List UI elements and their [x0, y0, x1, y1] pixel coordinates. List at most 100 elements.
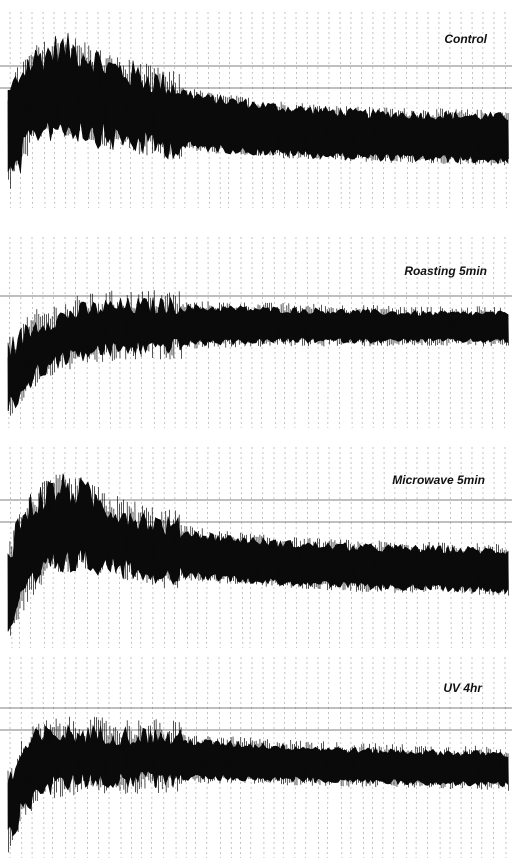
signal-spike [463, 310, 465, 343]
signal-spike [421, 745, 423, 786]
signal-spike [213, 96, 215, 153]
signal-spike [459, 753, 461, 786]
signal-spike [344, 749, 346, 781]
signal-spike [209, 532, 211, 581]
grid-line-vertical [437, 11, 440, 209]
signal-spike [398, 309, 400, 345]
signal-spike [357, 313, 359, 342]
signal-spike [80, 47, 82, 123]
signal-spike [209, 305, 211, 343]
signal-spike [51, 316, 54, 376]
signal-spike [203, 536, 206, 580]
signal-spike [211, 740, 213, 782]
signal-spike [224, 533, 227, 577]
signal-spike [305, 111, 307, 157]
signal-spike [373, 746, 375, 782]
signal-spike [90, 719, 92, 786]
signal-spike [67, 485, 69, 572]
signal-spike [249, 106, 252, 153]
signal-spike [198, 306, 200, 345]
signal-spike [301, 103, 304, 154]
signal-spike [492, 314, 494, 344]
signal-spike [17, 524, 19, 620]
signal-spike [113, 304, 115, 360]
signal-spike [48, 51, 50, 124]
signal-spike [455, 109, 457, 159]
signal-spike [180, 306, 182, 359]
signal-spike [123, 305, 125, 347]
signal-spike [201, 301, 204, 347]
signal-spike [424, 312, 427, 343]
signal-spike [251, 740, 254, 780]
signal-spike [276, 106, 279, 153]
signal-spike [115, 514, 117, 574]
signal-spike [78, 45, 81, 131]
signal-spike [434, 312, 436, 346]
signal-spike [167, 81, 169, 158]
signal-spike [51, 727, 54, 785]
signal-spike [184, 92, 186, 148]
signal-spike [113, 72, 115, 136]
signal-spike [271, 746, 273, 780]
signal-spike [413, 111, 415, 160]
signal-spike [7, 357, 9, 412]
signal-spike [196, 531, 198, 577]
signal-spike [498, 754, 500, 789]
signal-spike [299, 109, 302, 158]
signal-spike [471, 547, 473, 594]
signal-spike [307, 741, 309, 782]
signal-spike [265, 302, 267, 344]
signal-spike [501, 548, 504, 592]
signal-spike [357, 106, 359, 158]
signal-spike [417, 310, 419, 344]
signal-spike [144, 510, 146, 569]
signal-spike [330, 113, 332, 155]
signal-spike [496, 113, 498, 162]
signal-spike [374, 544, 377, 590]
signal-spike [84, 735, 86, 781]
signal-spike [507, 753, 509, 791]
signal-spike [353, 745, 356, 782]
signal-spike [409, 313, 411, 342]
signal-spike [436, 314, 438, 346]
signal-spike [363, 743, 365, 781]
signal-spike [192, 527, 194, 575]
signal-spike [211, 93, 213, 152]
signal-spike [207, 736, 209, 784]
signal-spike [234, 538, 236, 584]
signal-spike [248, 542, 250, 582]
signal-spike [48, 487, 50, 564]
signal-spike [469, 314, 471, 345]
signal-spike [199, 90, 202, 151]
signal-spike [313, 303, 315, 343]
signal-spike [201, 92, 204, 148]
signal-spike [459, 111, 461, 165]
signal-spike [317, 745, 319, 783]
signal-spike [19, 514, 21, 609]
signal-spike [171, 732, 173, 786]
signal-spike [432, 750, 434, 786]
signal-spike [311, 742, 313, 786]
signal-spike [367, 544, 369, 592]
signal-spike [353, 111, 356, 160]
signal-spike [249, 737, 252, 780]
signal-spike [242, 97, 244, 154]
signal-spike [134, 70, 136, 149]
signal-spike [251, 538, 254, 583]
signal-spike [326, 543, 329, 591]
signal-spike [403, 544, 406, 590]
signal-spike [123, 499, 125, 580]
signal-spike [149, 725, 152, 783]
signal-spike [409, 115, 411, 162]
signal-spike [174, 510, 177, 586]
signal-spike [26, 508, 29, 602]
signal-spike [107, 309, 109, 347]
signal-spike [426, 752, 429, 786]
signal-spike [190, 742, 192, 777]
grid-line-vertical [9, 446, 13, 649]
signal-spike [99, 720, 102, 788]
signal-spike [209, 737, 211, 782]
signal-spike [111, 58, 113, 138]
signal-spike [505, 549, 507, 592]
signal-spike [28, 742, 31, 800]
